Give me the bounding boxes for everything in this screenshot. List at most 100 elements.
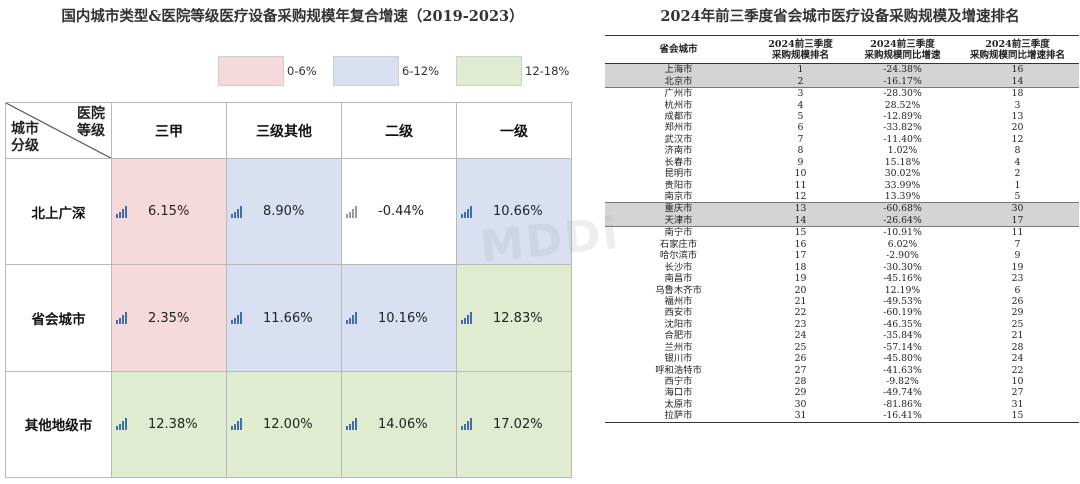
city-name-cell: 西宁市 <box>664 376 693 388</box>
ranking-row: 福州市 21 -49.53% 26 <box>605 296 1079 307</box>
city-name-cell: 重庆市 <box>605 202 752 215</box>
growth-rank-cell: 4 <box>1014 156 1021 168</box>
ranking-row: 哈尔滨市 17 -2.90% 9 <box>605 250 1079 261</box>
growth-value-text: 12.38% <box>148 416 198 432</box>
scale-rank-cell: 16 <box>794 238 807 250</box>
scale-rank-cell: 19 <box>794 273 807 285</box>
ranking-row: 成都市 5 -12.89% 13 <box>605 111 1079 122</box>
matrix-corner-cell: 医院 等级 城市 分级 <box>5 101 112 160</box>
growth-value-cell: 12.38% <box>111 370 227 479</box>
growth-rank-cell: 30 <box>956 202 1079 215</box>
growth-rate-cell: -60.19% <box>883 307 922 319</box>
city-name-cell: 郑州市 <box>664 122 693 134</box>
growth-value-text: 8.90% <box>263 204 305 220</box>
growth-rate-cell: 28.52% <box>884 99 921 111</box>
column-header-tier2: 二级 <box>341 101 457 160</box>
growth-value-text: -0.44% <box>378 204 424 220</box>
growth-rate-cell: -12.89% <box>883 110 922 122</box>
growth-rate-cell: -30.30% <box>883 261 922 273</box>
city-name-cell: 太原市 <box>664 398 693 410</box>
scale-rank-cell: 30 <box>794 398 807 410</box>
growth-rate-cell: -2.90% <box>886 250 919 262</box>
city-name-cell: 哈尔滨市 <box>659 250 698 262</box>
city-name-cell: 合肥市 <box>664 330 693 342</box>
city-name-cell: 昆明市 <box>664 168 693 180</box>
growth-rate-cell: -9.82% <box>886 376 919 388</box>
scale-rank-cell: 1 <box>752 63 849 76</box>
growth-rank-cell: 13 <box>1011 110 1024 122</box>
signal-bars-icon <box>231 418 242 431</box>
growth-rate-cell: -24.38% <box>849 63 956 76</box>
growth-rate-cell: -49.74% <box>883 387 922 399</box>
growth-value-cell: 12.00% <box>226 370 342 479</box>
growth-value-cell: 10.66% <box>456 158 572 266</box>
city-name-cell: 石家庄市 <box>659 238 698 250</box>
growth-value-text: 12.83% <box>493 310 543 326</box>
growth-rank-cell: 1 <box>1014 179 1021 191</box>
scale-rank-cell: 2 <box>752 75 849 88</box>
row-header-city-tier: 北上广深 <box>5 158 112 266</box>
growth-rank-cell: 18 <box>1011 88 1024 100</box>
scale-rank-cell: 20 <box>794 284 807 296</box>
city-name-cell: 福州市 <box>664 295 693 307</box>
growth-rank-cell: 31 <box>1011 398 1024 410</box>
ranking-table: 省会城市 2024前三季度 采购规模排名 2024前三季度 采购规模同比增速 202… <box>605 35 1079 423</box>
growth-rank-cell: 7 <box>1014 238 1021 250</box>
signal-bars-icon <box>231 205 242 218</box>
legend-label-6-12: 6-12% <box>402 64 440 78</box>
growth-rate-cell: 12.19% <box>884 284 921 296</box>
city-name-cell: 贵阳市 <box>664 179 693 191</box>
scale-rank-cell: 24 <box>794 330 807 342</box>
signal-bars-icon <box>116 312 127 325</box>
city-name-cell: 长沙市 <box>664 261 693 273</box>
growth-value-cell: 6.15% <box>111 158 227 266</box>
scale-rank-cell: 9 <box>797 156 804 168</box>
ranking-row: 银川市 26 -45.80% 24 <box>605 353 1079 364</box>
ranking-row: 天津市 14 -26.64% 17 <box>605 214 1079 228</box>
scale-rank-cell: 13 <box>752 202 849 215</box>
signal-bars-icon <box>116 205 127 218</box>
growth-value-cell: 8.90% <box>226 158 342 266</box>
ranking-row: 西宁市 28 -9.82% 10 <box>605 376 1079 387</box>
scale-rank-cell: 7 <box>797 133 804 145</box>
scale-rank-cell: 21 <box>794 295 807 307</box>
signal-bars-icon <box>461 312 472 325</box>
growth-rank-cell: 8 <box>1014 145 1021 157</box>
growth-value-text: 10.16% <box>378 310 428 326</box>
signal-bars-icon <box>346 312 357 325</box>
growth-rate-cell: 30.02% <box>884 168 921 180</box>
ranking-row: 上海市 1 -24.38% 16 <box>605 63 1079 76</box>
scale-rank-cell: 27 <box>794 364 807 376</box>
corner-diagonal-line <box>6 103 111 158</box>
ranking-row: 长沙市 18 -30.30% 19 <box>605 261 1079 273</box>
left-chart-title: 国内城市类型&医院等级医疗设备采购规模年复合增速（2019-2023） <box>61 8 524 25</box>
growth-rate-cell: -57.14% <box>883 341 922 353</box>
column-header-tier3-other: 三级其他 <box>226 101 342 160</box>
matrix-row: 省会城市 2.35% 11.66% 10.16% 12.83% <box>5 264 572 372</box>
growth-rate-cell: -16.17% <box>849 75 956 88</box>
scale-rank-cell: 12 <box>794 191 807 203</box>
growth-rate-cell: 33.99% <box>884 179 921 191</box>
city-name-cell: 南京市 <box>664 191 693 203</box>
growth-rate-cell: -16.41% <box>849 410 956 423</box>
column-header-tier1: 一级 <box>456 101 572 160</box>
ranking-row: 郑州市 6 -33.82% 20 <box>605 122 1079 133</box>
growth-rate-cell: -10.91% <box>883 227 922 239</box>
growth-rank-cell: 19 <box>1011 261 1024 273</box>
scale-rank-cell: 10 <box>794 168 807 180</box>
city-name-cell: 海口市 <box>664 387 693 399</box>
ranking-row: 沈阳市 23 -46.35% 25 <box>605 319 1079 330</box>
ranking-row: 杭州市 4 28.52% 3 <box>605 99 1079 111</box>
growth-rate-cell: 13.39% <box>884 191 921 203</box>
signal-bars-icon <box>346 205 357 218</box>
growth-value-cell: 12.83% <box>456 264 572 372</box>
growth-rank-cell: 3 <box>1014 99 1021 111</box>
city-name-cell: 银川市 <box>664 353 693 365</box>
ranking-row: 昆明市 10 30.02% 2 <box>605 168 1079 179</box>
scale-rank-cell: 5 <box>797 110 804 122</box>
city-name-cell: 广州市 <box>664 88 693 100</box>
ranking-row: 济南市 8 1.02% 8 <box>605 145 1079 156</box>
column-header-tier3a: 三甲 <box>111 101 227 160</box>
signal-bars-icon <box>461 205 472 218</box>
ranking-row: 贵阳市 11 33.99% 1 <box>605 179 1079 191</box>
